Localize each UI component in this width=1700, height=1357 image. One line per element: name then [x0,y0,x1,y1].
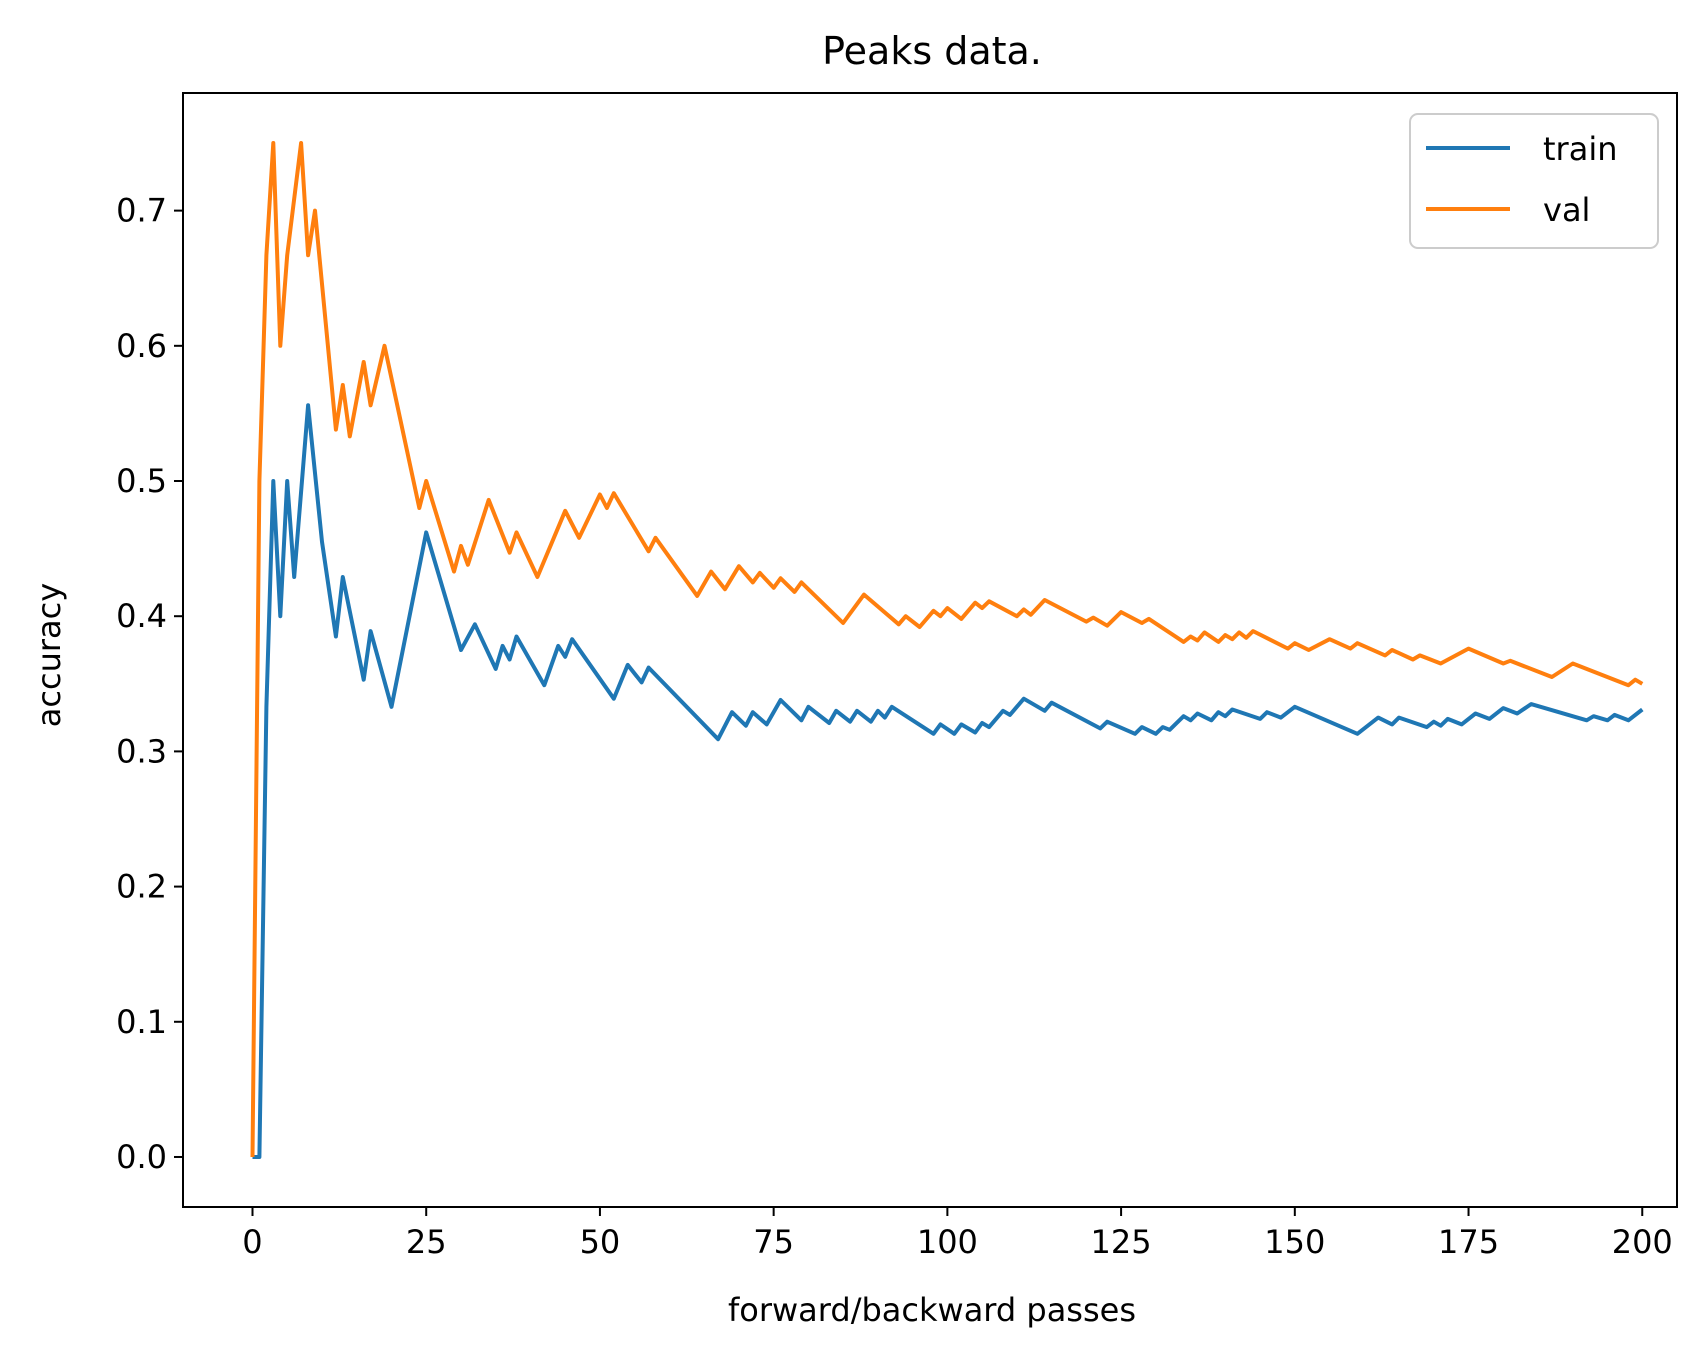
plot-series-layer [250,141,1644,1159]
x-tick-label: 50 [580,1223,621,1261]
y-tick-label: 0.5 [116,462,167,500]
legend: train val [1409,113,1659,249]
x-tick-label: 125 [1091,1223,1152,1261]
y-tick-label: 0.3 [116,732,167,770]
y-axis-label: accuracy [30,583,68,727]
y-tick-label: 0.7 [116,192,167,230]
y-tick-label: 0.0 [116,1138,167,1176]
y-tick-label: 0.4 [116,597,167,635]
chart-title: Peaks data. [822,29,1042,73]
plot-frame [182,92,1678,1208]
x-axis-label: forward/backward passes [728,1291,1136,1329]
series-line-train [252,403,1644,1159]
x-axis-ticks: 0 25 50 75 100 125 150 175 200 [242,1207,1673,1261]
y-tick-label: 0.2 [116,868,167,906]
y-axis-ticks: 0.0 0.1 0.2 0.3 0.4 0.5 0.6 0.7 [116,192,183,1176]
x-tick-label: 100 [917,1223,978,1261]
x-tick-label: 200 [1612,1223,1673,1261]
legend-train-label: train [1543,130,1617,168]
y-tick-label: 0.1 [116,1003,167,1041]
series-line-val [250,141,1644,1158]
legend-val-label: val [1543,191,1590,229]
x-tick-label: 75 [753,1223,794,1261]
x-tick-label: 175 [1438,1223,1499,1261]
legend-box [1409,113,1659,249]
x-tick-label: 25 [406,1223,447,1261]
y-tick-label: 0.6 [116,327,167,365]
x-tick-label: 0 [242,1223,262,1261]
x-tick-label: 150 [1264,1223,1325,1261]
